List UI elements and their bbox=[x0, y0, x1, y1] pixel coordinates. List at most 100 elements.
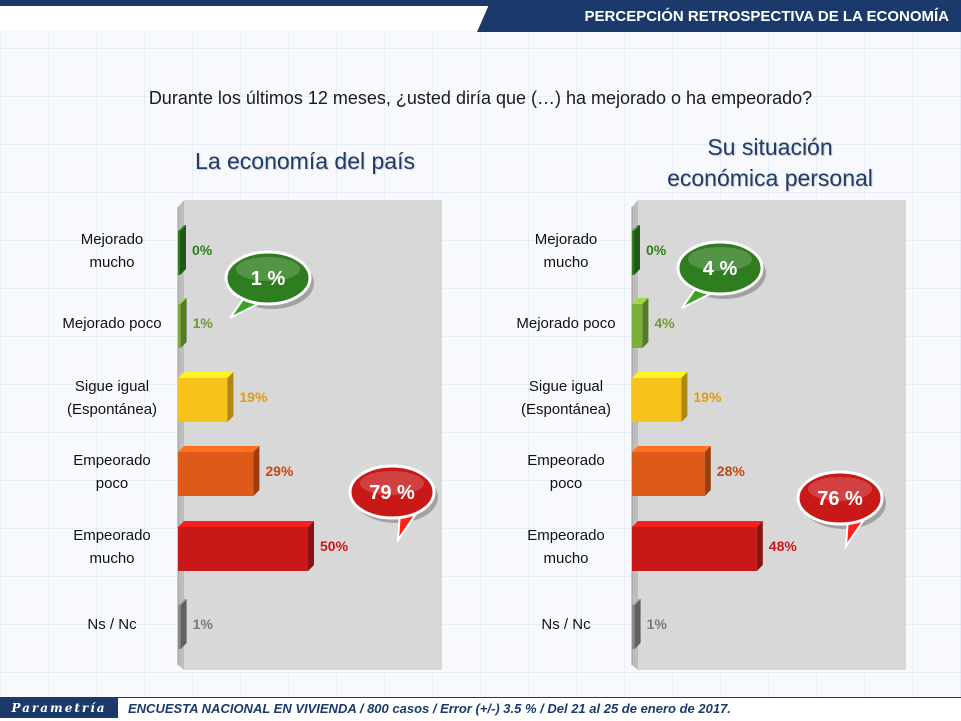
category-label-line: (Espontánea) bbox=[521, 401, 611, 418]
bar-mejorado_mucho bbox=[632, 225, 640, 275]
bar-side bbox=[180, 298, 187, 348]
bar-sigue_igual bbox=[632, 372, 688, 422]
chart-panel-1: 0% Mejorado mucho 1% Mejorado poco 19% Sigue i… bbox=[62, 200, 442, 670]
bar-side bbox=[642, 298, 649, 348]
bar-top bbox=[178, 225, 186, 231]
bar-value-label: 19% bbox=[693, 389, 722, 405]
bar-top bbox=[632, 599, 641, 605]
bar-front bbox=[632, 378, 682, 422]
bar-top bbox=[178, 298, 187, 304]
callout-gloss bbox=[360, 471, 424, 495]
category-label-line: Mejorado bbox=[535, 231, 598, 248]
bar-top bbox=[632, 372, 688, 378]
panel-title-personal-line-2: económica personal bbox=[667, 165, 873, 191]
bar-side bbox=[308, 521, 314, 571]
category-label-line: mucho bbox=[89, 550, 134, 567]
bar-side bbox=[704, 446, 711, 496]
callout-gloss bbox=[808, 477, 872, 501]
callout-label: 76 % bbox=[817, 488, 863, 510]
category-label: Sigue igual (Espontánea) bbox=[67, 378, 157, 418]
callout-gloss bbox=[236, 257, 300, 281]
callout-mejorado: 4 % bbox=[676, 240, 766, 309]
bar-value-label: 28% bbox=[717, 463, 746, 479]
category-label-line: mucho bbox=[89, 254, 134, 271]
category-label: Ns / Nc bbox=[87, 616, 137, 633]
category-label: Mejorado mucho bbox=[535, 231, 598, 271]
category-label-line: Ns / Nc bbox=[541, 616, 591, 633]
callout-empeorado: 76 % bbox=[796, 470, 886, 550]
category-label: Ns / Nc bbox=[541, 616, 591, 633]
category-label: Empeorado poco bbox=[73, 452, 151, 492]
bar-empeorado_mucho bbox=[632, 521, 763, 571]
bar-empeorado_mucho bbox=[178, 521, 314, 571]
bar-mejorado_mucho bbox=[178, 225, 186, 275]
category-label-line: Empeorado bbox=[527, 527, 605, 544]
footer: Parametría ENCUESTA NACIONAL EN VIVIENDA… bbox=[0, 697, 961, 721]
category-label: Mejorado poco bbox=[62, 315, 161, 332]
category-label-line: Empeorado bbox=[527, 452, 605, 469]
bar-front bbox=[632, 527, 757, 571]
callout-gloss bbox=[688, 247, 752, 271]
panel-title-country: La economía del país bbox=[150, 148, 460, 175]
callout-mejorado: 1 % bbox=[224, 250, 314, 319]
bar-front bbox=[178, 527, 308, 571]
category-label-line: Mejorado poco bbox=[62, 315, 161, 332]
page-title: PERCEPCIÓN RETROSPECTIVA DE LA ECONOMÍA bbox=[477, 0, 961, 32]
callout-bubble bbox=[348, 464, 436, 520]
bar-side bbox=[180, 599, 187, 649]
category-label-line: Mejorado poco bbox=[516, 315, 615, 332]
callout-label: 4 % bbox=[703, 258, 738, 280]
category-label: Empeorado poco bbox=[527, 452, 605, 492]
bar-sigue_igual bbox=[178, 372, 234, 422]
callout-label: 79 % bbox=[369, 482, 415, 504]
category-label-line: (Espontánea) bbox=[67, 401, 157, 418]
bar-empeorado_poco bbox=[632, 446, 711, 496]
category-label: Mejorado poco bbox=[516, 315, 615, 332]
bar-value-label: 48% bbox=[769, 538, 798, 554]
bar-front bbox=[178, 452, 254, 496]
category-label-line: mucho bbox=[543, 254, 588, 271]
category-label-line: Mejorado bbox=[81, 231, 144, 248]
category-label-line: Ns / Nc bbox=[87, 616, 137, 633]
bar-front bbox=[178, 605, 181, 649]
bar-ns_nc bbox=[632, 599, 641, 649]
bar-value-label: 4% bbox=[654, 315, 675, 331]
bar-front bbox=[632, 231, 634, 275]
bar-top bbox=[178, 372, 234, 378]
bar-side bbox=[681, 372, 688, 422]
top-accent-bar bbox=[0, 0, 961, 6]
bar-side bbox=[634, 225, 640, 275]
bar-front bbox=[178, 378, 228, 422]
plot-area bbox=[184, 200, 442, 670]
bar-front bbox=[178, 231, 180, 275]
bar-value-label: 0% bbox=[192, 242, 213, 258]
category-label-line: Empeorado bbox=[73, 527, 151, 544]
bar-front bbox=[632, 452, 705, 496]
bar-side bbox=[227, 372, 234, 422]
category-label-line: Sigue igual bbox=[529, 378, 603, 395]
category-label: Empeorado mucho bbox=[527, 527, 605, 567]
category-label-line: Sigue igual bbox=[75, 378, 149, 395]
bar-top bbox=[178, 446, 260, 452]
category-label-line: mucho bbox=[543, 550, 588, 567]
bar-value-label: 1% bbox=[193, 315, 214, 331]
chart-panel-2: 0% Mejorado mucho 4% Mejorado poco 19% Sigue i… bbox=[516, 200, 906, 670]
bar-mejorado_poco bbox=[632, 298, 649, 348]
category-label: Empeorado mucho bbox=[73, 527, 151, 567]
bar-value-label: 29% bbox=[265, 463, 294, 479]
footer-brand-logo: Parametría bbox=[0, 698, 118, 718]
bar-value-label: 1% bbox=[647, 616, 668, 632]
panel-title-personal: Su situación económica personal bbox=[620, 132, 920, 194]
bar-top bbox=[632, 225, 640, 231]
bar-side bbox=[253, 446, 260, 496]
bar-value-label: 1% bbox=[193, 616, 214, 632]
bar-front bbox=[178, 304, 181, 348]
panel-title-country-line: La economía del país bbox=[195, 148, 415, 174]
bar-top bbox=[632, 521, 763, 527]
category-label: Sigue igual (Espontánea) bbox=[521, 378, 611, 418]
survey-question: Durante los últimos 12 meses, ¿usted dir… bbox=[148, 88, 813, 108]
bar-top bbox=[178, 599, 187, 605]
panel-title-personal-line-1: Su situación bbox=[707, 134, 833, 160]
bar-value-label: 19% bbox=[239, 389, 268, 405]
